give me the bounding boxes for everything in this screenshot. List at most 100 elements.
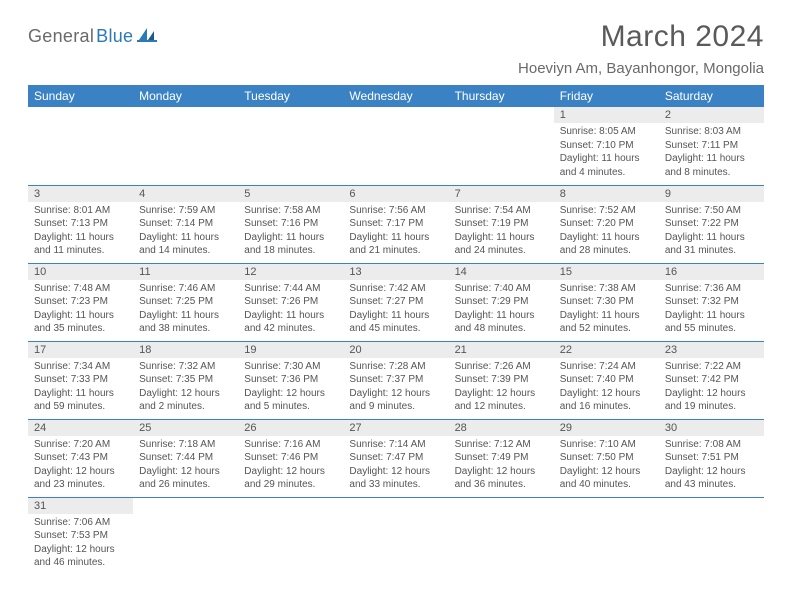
sunrise-text: Sunrise: 7:18 AM	[139, 438, 232, 452]
daylight-text: Daylight: 11 hours and 55 minutes.	[665, 309, 758, 336]
sunset-text: Sunset: 7:13 PM	[34, 217, 127, 231]
day-content: Sunrise: 7:26 AMSunset: 7:39 PMDaylight:…	[449, 358, 554, 418]
daylight-text: Daylight: 11 hours and 45 minutes.	[349, 309, 442, 336]
sunrise-text: Sunrise: 7:30 AM	[244, 360, 337, 374]
sunrise-text: Sunrise: 7:40 AM	[455, 282, 548, 296]
weekday-header: Monday	[133, 85, 238, 107]
sunset-text: Sunset: 7:29 PM	[455, 295, 548, 309]
logo: GeneralBlue	[28, 26, 159, 47]
calendar-cell: 19Sunrise: 7:30 AMSunset: 7:36 PMDayligh…	[238, 341, 343, 419]
weekday-header: Thursday	[449, 85, 554, 107]
calendar-cell	[238, 107, 343, 185]
day-content: Sunrise: 7:32 AMSunset: 7:35 PMDaylight:…	[133, 358, 238, 418]
sunset-text: Sunset: 7:27 PM	[349, 295, 442, 309]
sunset-text: Sunset: 7:23 PM	[34, 295, 127, 309]
sunrise-text: Sunrise: 7:56 AM	[349, 204, 442, 218]
day-content: Sunrise: 7:56 AMSunset: 7:17 PMDaylight:…	[343, 202, 448, 262]
daylight-text: Daylight: 11 hours and 24 minutes.	[455, 231, 548, 258]
sunrise-text: Sunrise: 8:01 AM	[34, 204, 127, 218]
daylight-text: Daylight: 12 hours and 46 minutes.	[34, 543, 127, 570]
sunrise-text: Sunrise: 7:28 AM	[349, 360, 442, 374]
calendar-cell: 26Sunrise: 7:16 AMSunset: 7:46 PMDayligh…	[238, 419, 343, 497]
day-number: 12	[238, 264, 343, 280]
day-content: Sunrise: 7:34 AMSunset: 7:33 PMDaylight:…	[28, 358, 133, 418]
sunset-text: Sunset: 7:33 PM	[34, 373, 127, 387]
sunrise-text: Sunrise: 7:16 AM	[244, 438, 337, 452]
daylight-text: Daylight: 12 hours and 12 minutes.	[455, 387, 548, 414]
daylight-text: Daylight: 11 hours and 11 minutes.	[34, 231, 127, 258]
daylight-text: Daylight: 12 hours and 2 minutes.	[139, 387, 232, 414]
sunset-text: Sunset: 7:17 PM	[349, 217, 442, 231]
day-content: Sunrise: 7:40 AMSunset: 7:29 PMDaylight:…	[449, 280, 554, 340]
day-number: 7	[449, 186, 554, 202]
calendar-cell: 3Sunrise: 8:01 AMSunset: 7:13 PMDaylight…	[28, 185, 133, 263]
daylight-text: Daylight: 11 hours and 28 minutes.	[560, 231, 653, 258]
sunrise-text: Sunrise: 7:20 AM	[34, 438, 127, 452]
daylight-text: Daylight: 12 hours and 43 minutes.	[665, 465, 758, 492]
day-content: Sunrise: 8:05 AMSunset: 7:10 PMDaylight:…	[554, 123, 659, 183]
calendar-cell: 14Sunrise: 7:40 AMSunset: 7:29 PMDayligh…	[449, 263, 554, 341]
daylight-text: Daylight: 11 hours and 38 minutes.	[139, 309, 232, 336]
day-number: 1	[554, 107, 659, 123]
sunrise-text: Sunrise: 7:58 AM	[244, 204, 337, 218]
calendar-cell: 11Sunrise: 7:46 AMSunset: 7:25 PMDayligh…	[133, 263, 238, 341]
calendar-cell: 20Sunrise: 7:28 AMSunset: 7:37 PMDayligh…	[343, 341, 448, 419]
sunset-text: Sunset: 7:51 PM	[665, 451, 758, 465]
daylight-text: Daylight: 12 hours and 16 minutes.	[560, 387, 653, 414]
daylight-text: Daylight: 12 hours and 19 minutes.	[665, 387, 758, 414]
calendar-cell: 4Sunrise: 7:59 AMSunset: 7:14 PMDaylight…	[133, 185, 238, 263]
sunrise-text: Sunrise: 7:38 AM	[560, 282, 653, 296]
sunset-text: Sunset: 7:16 PM	[244, 217, 337, 231]
calendar-cell	[659, 497, 764, 575]
sunset-text: Sunset: 7:43 PM	[34, 451, 127, 465]
calendar-cell: 8Sunrise: 7:52 AMSunset: 7:20 PMDaylight…	[554, 185, 659, 263]
calendar-cell: 7Sunrise: 7:54 AMSunset: 7:19 PMDaylight…	[449, 185, 554, 263]
sunrise-text: Sunrise: 7:08 AM	[665, 438, 758, 452]
sunrise-text: Sunrise: 7:54 AM	[455, 204, 548, 218]
day-content: Sunrise: 7:12 AMSunset: 7:49 PMDaylight:…	[449, 436, 554, 496]
day-content: Sunrise: 7:38 AMSunset: 7:30 PMDaylight:…	[554, 280, 659, 340]
daylight-text: Daylight: 11 hours and 42 minutes.	[244, 309, 337, 336]
day-number: 5	[238, 186, 343, 202]
calendar-cell	[343, 107, 448, 185]
sunset-text: Sunset: 7:47 PM	[349, 451, 442, 465]
daylight-text: Daylight: 12 hours and 9 minutes.	[349, 387, 442, 414]
sunset-text: Sunset: 7:53 PM	[34, 529, 127, 543]
month-title: March 2024	[518, 20, 764, 54]
day-number: 14	[449, 264, 554, 280]
day-number: 2	[659, 107, 764, 123]
sunset-text: Sunset: 7:42 PM	[665, 373, 758, 387]
day-number: 23	[659, 342, 764, 358]
sunset-text: Sunset: 7:35 PM	[139, 373, 232, 387]
sunset-text: Sunset: 7:32 PM	[665, 295, 758, 309]
sunrise-text: Sunrise: 7:59 AM	[139, 204, 232, 218]
daylight-text: Daylight: 11 hours and 48 minutes.	[455, 309, 548, 336]
sunset-text: Sunset: 7:50 PM	[560, 451, 653, 465]
sunset-text: Sunset: 7:39 PM	[455, 373, 548, 387]
sunset-text: Sunset: 7:25 PM	[139, 295, 232, 309]
calendar-cell: 30Sunrise: 7:08 AMSunset: 7:51 PMDayligh…	[659, 419, 764, 497]
day-number: 28	[449, 420, 554, 436]
sunrise-text: Sunrise: 7:52 AM	[560, 204, 653, 218]
day-number: 30	[659, 420, 764, 436]
day-content: Sunrise: 7:08 AMSunset: 7:51 PMDaylight:…	[659, 436, 764, 496]
title-block: March 2024 Hoeviyn Am, Bayanhongor, Mong…	[518, 20, 764, 77]
day-content: Sunrise: 7:46 AMSunset: 7:25 PMDaylight:…	[133, 280, 238, 340]
daylight-text: Daylight: 11 hours and 8 minutes.	[665, 152, 758, 179]
calendar-header-row: SundayMondayTuesdayWednesdayThursdayFrid…	[28, 85, 764, 107]
calendar-cell	[238, 497, 343, 575]
sunrise-text: Sunrise: 7:36 AM	[665, 282, 758, 296]
sunrise-text: Sunrise: 7:14 AM	[349, 438, 442, 452]
day-number: 17	[28, 342, 133, 358]
day-number: 9	[659, 186, 764, 202]
sunrise-text: Sunrise: 7:32 AM	[139, 360, 232, 374]
logo-text-blue: Blue	[96, 26, 133, 47]
calendar-cell: 9Sunrise: 7:50 AMSunset: 7:22 PMDaylight…	[659, 185, 764, 263]
day-number: 11	[133, 264, 238, 280]
day-content: Sunrise: 7:36 AMSunset: 7:32 PMDaylight:…	[659, 280, 764, 340]
sunrise-text: Sunrise: 7:50 AM	[665, 204, 758, 218]
daylight-text: Daylight: 12 hours and 23 minutes.	[34, 465, 127, 492]
day-number: 26	[238, 420, 343, 436]
sunset-text: Sunset: 7:44 PM	[139, 451, 232, 465]
day-content: Sunrise: 7:48 AMSunset: 7:23 PMDaylight:…	[28, 280, 133, 340]
